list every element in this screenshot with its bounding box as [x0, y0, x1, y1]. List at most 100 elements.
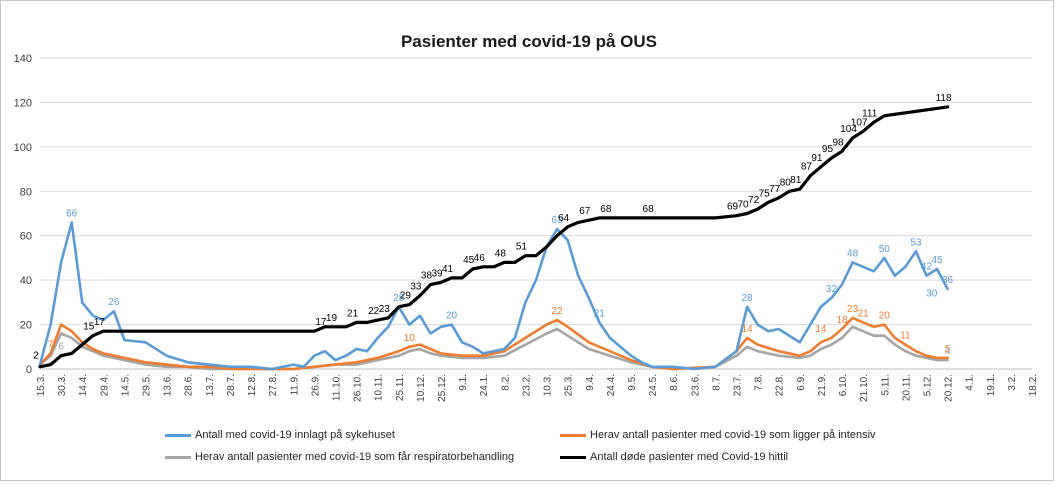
x-tick-label: 21.9. [817, 374, 828, 396]
x-tick-label: 25.11. [395, 374, 406, 401]
legend-item-1: Herav antall pasienter med covid-19 som … [560, 429, 876, 441]
x-tick-label: 26.9. [310, 374, 321, 396]
x-tick-label: 25.12. [437, 374, 448, 402]
x-tick-label: 6.10. [838, 374, 849, 396]
data-label: 23 [847, 304, 859, 315]
x-tick-label: 8.6. [669, 374, 680, 391]
data-label: 51 [516, 242, 528, 253]
data-label: 36 [942, 275, 954, 286]
data-label: 64 [558, 213, 570, 224]
data-label: 22 [552, 306, 564, 317]
data-label: 111 [862, 108, 878, 119]
x-tick-label: 9.1. [458, 374, 469, 391]
x-tick-label: 11.9. [289, 374, 300, 396]
x-tick-label: 30.3. [57, 374, 68, 396]
y-tick-label: 40 [20, 275, 32, 287]
data-label: 22 [368, 306, 380, 317]
data-label: 7 [48, 339, 54, 350]
legend-swatch [165, 433, 191, 437]
data-label: 48 [495, 248, 507, 259]
chart-title: Pasienter med covid-19 på OUS [400, 32, 658, 51]
data-label: 87 [801, 162, 813, 173]
data-label: 18 [836, 315, 848, 326]
legend-swatch [560, 455, 586, 459]
legend-label: Antall døde pasienter med Covid-19 hitti… [590, 451, 789, 463]
data-label: 20 [879, 311, 891, 322]
y-tick-label: 20 [20, 320, 32, 332]
data-label: 66 [66, 208, 78, 219]
data-label: 26 [108, 297, 120, 308]
data-label: 32 [826, 284, 838, 295]
legend-item-0: Antall med covid-19 innlagt på sykehuset [165, 429, 395, 441]
data-label: 14 [742, 324, 754, 335]
data-label: 45 [463, 255, 475, 266]
y-tick-label: 120 [14, 97, 32, 109]
x-tick-label: 24.1. [479, 374, 490, 396]
x-tick-label: 11.10. [331, 374, 342, 401]
data-label: 69 [727, 202, 739, 213]
data-label: 68 [643, 204, 655, 215]
legend-swatch [165, 455, 191, 459]
data-label: 28 [742, 293, 754, 304]
data-label: 4 [945, 346, 951, 357]
y-tick-label: 140 [14, 53, 32, 65]
x-tick-label: 8.7. [711, 374, 722, 391]
x-tick-label: 18.2. [1028, 374, 1039, 396]
x-tick-label: 27.8. [268, 374, 279, 396]
x-tick-label: 15.3. [36, 374, 47, 396]
series-line-3 [38, 105, 950, 369]
data-label: 80 [780, 177, 792, 188]
x-tick-label: 14.5. [120, 374, 131, 396]
data-label: 14 [815, 324, 827, 335]
x-tick-label: 21.10. [859, 374, 870, 402]
legend-item-2: Herav antall pasienter med covid-19 som … [165, 451, 514, 463]
data-label: 48 [847, 248, 859, 259]
x-tick-label: 23.2. [521, 374, 532, 396]
x-tick-label: 19.1. [986, 374, 997, 396]
data-label: 98 [832, 137, 844, 148]
x-tick-label: 20.11. [901, 374, 912, 401]
x-tick-label: 24.5. [648, 374, 659, 396]
x-tick-label: 9.4. [585, 374, 596, 391]
data-label: 11 [900, 331, 911, 342]
x-tick-label: 23.7. [733, 374, 744, 396]
data-label: 29 [400, 291, 412, 302]
data-label: 46 [474, 253, 486, 264]
x-tick-label: 6.9. [796, 374, 807, 391]
data-label: 68 [600, 204, 612, 215]
data-label: 15 [83, 322, 95, 333]
series-line-1 [38, 316, 949, 371]
legend-label: Herav antall pasienter med covid-19 som … [195, 451, 515, 463]
data-label: 72 [748, 195, 760, 206]
x-tick-label: 5.11. [880, 374, 891, 396]
data-label: 45 [931, 255, 943, 266]
x-tick-label: 8.2. [500, 374, 511, 391]
data-label: 21 [347, 308, 359, 319]
data-label: 39 [431, 268, 443, 279]
x-tick-label: 20.12. [944, 374, 955, 402]
series-line-0 [38, 221, 949, 371]
x-tick-label: 13.7. [205, 374, 216, 396]
x-tick-label: 28.7. [226, 374, 237, 396]
data-label: 75 [759, 188, 771, 199]
data-label: 17 [315, 317, 327, 328]
x-tick-label: 14.4. [78, 374, 89, 396]
data-label: 107 [851, 117, 868, 128]
data-label: 6 [58, 342, 64, 353]
data-label: 17 [94, 317, 106, 328]
legend-label: Antall med covid-19 innlagt på sykehuset [195, 429, 395, 441]
data-label: 50 [879, 244, 891, 255]
data-label: 77 [769, 184, 781, 195]
data-label: 42 [921, 262, 933, 273]
x-tick-label: 24.4. [606, 374, 617, 396]
legend-label: Herav antall pasienter med covid-19 som … [590, 429, 876, 441]
x-tick-label: 13.6. [163, 374, 174, 396]
y-tick-label: 100 [14, 142, 32, 154]
data-label: 2 [33, 351, 39, 362]
x-tick-label: 7.8. [754, 374, 765, 391]
series-line-2 [38, 325, 949, 371]
data-label: 118 [936, 93, 952, 104]
data-label: 104 [840, 124, 857, 135]
data-label: 5 [945, 344, 951, 355]
